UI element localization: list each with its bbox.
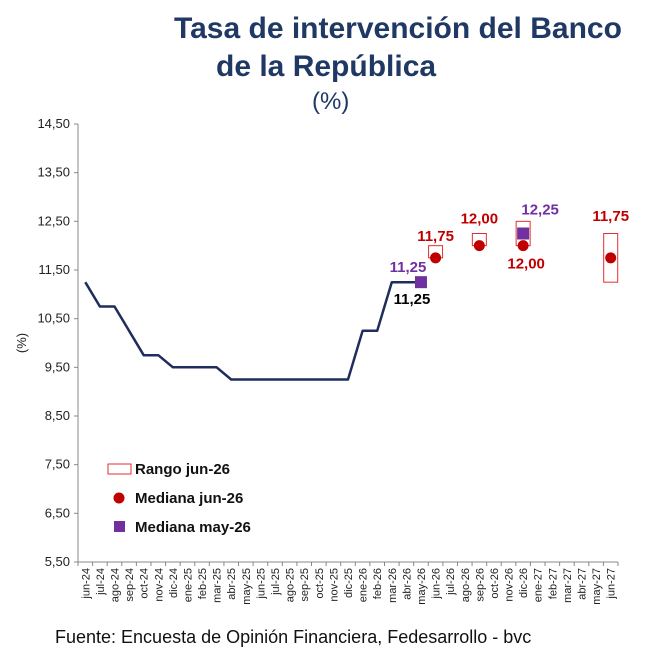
- current-rate-label: 11,25: [394, 291, 431, 308]
- x-tick-label: mar-26: [387, 568, 399, 603]
- x-tick-label: may-27: [591, 568, 603, 605]
- y-tick-label: 11,50: [38, 262, 70, 277]
- legend-median-may-label: Mediana may-26: [135, 519, 251, 536]
- legend-median-jun-swatch: [113, 492, 125, 504]
- y-tick-label: 12,50: [37, 213, 70, 228]
- median-jun-label: 12,00: [461, 211, 499, 228]
- x-tick-label: abr-26: [401, 568, 413, 600]
- median-jun-marker: [473, 240, 485, 252]
- x-tick-label: abr-27: [577, 568, 589, 600]
- x-tick-label: sep-26: [474, 568, 486, 602]
- chart-title-line2: de la República: [216, 50, 437, 83]
- x-tick-label: mar-25: [212, 568, 224, 603]
- chart-title-line1: Tasa de intervención del Banco: [174, 12, 622, 45]
- x-tick-label: nov-24: [153, 568, 165, 602]
- y-tick-label: 13,50: [37, 165, 70, 180]
- median-jun-marker: [430, 252, 442, 264]
- median-jun-label: 11,75: [417, 228, 454, 245]
- y-tick-label: 10,50: [37, 311, 70, 326]
- y-tick-label: 7,50: [45, 457, 70, 472]
- x-tick-label: ene-25: [182, 568, 194, 602]
- x-tick-label: feb-25: [197, 568, 209, 599]
- x-tick-label: dic-25: [343, 568, 355, 598]
- legend-median-jun-label: Mediana jun-26: [135, 490, 243, 507]
- x-tick-label: jun-25: [255, 568, 267, 600]
- median-jun-marker: [605, 252, 617, 264]
- legend-median-may-swatch: [114, 521, 125, 532]
- y-tick-label: 14,50: [37, 116, 70, 131]
- x-tick-label: feb-27: [547, 568, 559, 599]
- x-tick-label: dic-24: [168, 568, 180, 598]
- y-tick-label: 9,50: [45, 359, 70, 374]
- x-tick-label: oct-24: [139, 568, 151, 599]
- x-tick-label: sep-24: [124, 568, 136, 602]
- x-tick-label: ago-24: [109, 568, 121, 602]
- x-tick-label: may-26: [416, 568, 428, 605]
- x-tick-label: jun-26: [431, 568, 443, 600]
- median-may-marker: [414, 276, 427, 289]
- legend-range-label: Rango jun-26: [135, 461, 230, 478]
- x-tick-label: oct-25: [314, 568, 326, 599]
- x-tick-label: oct-26: [489, 568, 501, 599]
- x-tick-label: ene-27: [533, 568, 545, 602]
- median-may-label: 12,25: [521, 202, 559, 219]
- x-tick-label: nov-25: [328, 568, 340, 602]
- x-tick-label: jul-26: [445, 568, 457, 596]
- median-jun-marker: [517, 240, 529, 252]
- x-tick-label: jun-24: [80, 568, 92, 600]
- policy-rate-line: [84, 280, 421, 381]
- x-tick-label: jun-27: [606, 568, 618, 600]
- x-tick-label: feb-26: [372, 568, 384, 599]
- x-tick-label: ene-26: [358, 568, 370, 602]
- y-tick-label: 8,50: [45, 408, 70, 423]
- median-jun-label: 12,00: [507, 256, 545, 273]
- median-may-label: 11,25: [390, 259, 427, 276]
- x-tick-label: jul-24: [95, 568, 107, 596]
- x-tick-label: nov-26: [504, 568, 516, 602]
- x-tick-label: ago-25: [285, 568, 297, 602]
- x-tick-label: jul-25: [270, 568, 282, 596]
- median-may-marker: [517, 227, 530, 240]
- y-axis-label: (%): [14, 333, 29, 353]
- source-note: Fuente: Encuesta de Opinión Financiera, …: [55, 627, 532, 647]
- y-tick-label: 6,50: [45, 505, 70, 520]
- chart-subtitle: (%): [312, 88, 350, 115]
- x-tick-label: abr-25: [226, 568, 238, 600]
- x-tick-label: mar-27: [562, 568, 574, 603]
- x-tick-label: dic-26: [518, 568, 530, 598]
- median-jun-label: 11,75: [592, 208, 629, 225]
- x-tick-label: sep-25: [299, 568, 311, 602]
- x-tick-label: may-25: [241, 568, 253, 605]
- x-tick-label: ago-26: [460, 568, 472, 602]
- legend-range-swatch: [107, 463, 132, 475]
- y-tick-label: 5,50: [45, 554, 70, 569]
